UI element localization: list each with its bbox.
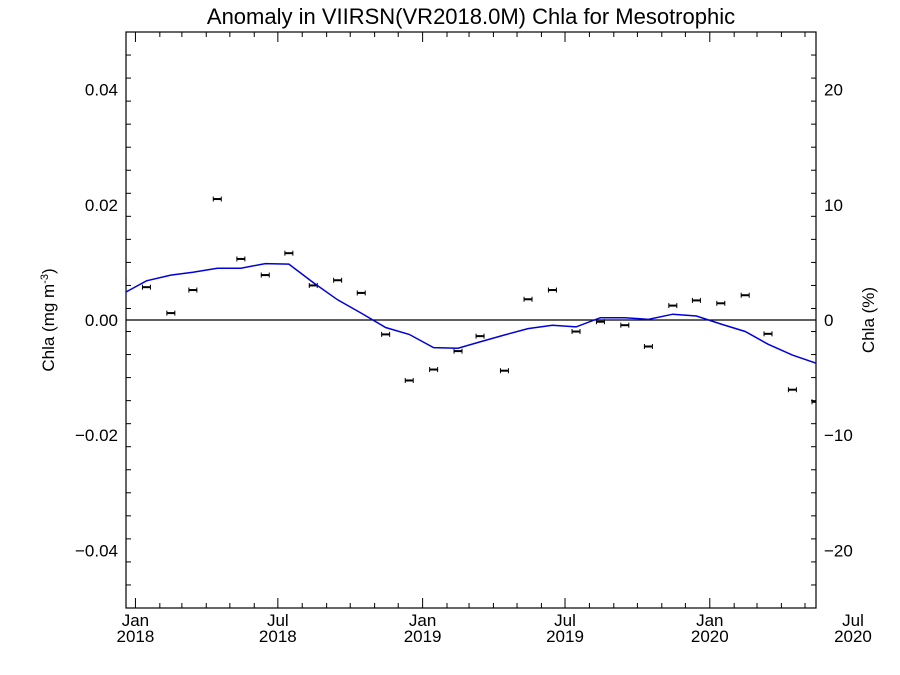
anomaly-point [740,292,750,298]
y-tick-label: 0.02 [85,196,118,215]
chart-title: Anomaly in VIIRSN(VR2018.0M) Chla for Me… [207,4,735,29]
x-tick-month-label: Jul [267,611,289,630]
y2-tick-label: 0 [824,311,833,330]
x-tick-month-label: Jan [122,611,149,630]
anomaly-point [126,277,127,283]
y-axis-title: Chla (mg m-3) [39,268,58,371]
anomaly-point [260,272,270,278]
smoothed-anomaly-line [126,262,816,364]
x-tick-month-label: Jul [554,611,576,630]
y-axis-title-superscript: -3 [39,274,51,284]
anomaly-point [836,392,844,397]
anomaly-point [620,322,630,328]
y2-tick-label: 10 [824,196,843,215]
anomaly-point [284,250,294,256]
y2-tick-label: −10 [824,426,853,445]
y-tick-label: 0.04 [85,81,118,100]
anomaly-point [236,256,246,262]
anomaly-point [404,377,414,383]
anomaly-point [811,399,816,405]
anomaly-point [499,368,509,374]
anomaly-point [212,196,222,202]
anomaly-point [475,333,485,339]
anomaly-point [356,290,366,296]
anomaly-point [333,277,343,283]
anomaly-point [860,372,868,377]
plot-frame [125,31,817,609]
anomaly-point [141,284,151,290]
anomaly-point [643,343,653,349]
y2-axis-title: Chla (%) [859,287,878,353]
anomaly-point [523,296,533,302]
y-tick-label: −0.02 [75,426,118,445]
anomaly-point [691,297,701,303]
plot-area: 0.040.020.00−0.02−0.0420100−10−20Jan2018… [75,31,892,646]
anomaly-point [787,387,797,393]
x-tick-year-label: 2018 [259,627,297,646]
anomaly-point [716,300,726,306]
anomaly-point [166,310,176,316]
x-tick-month-label: Jul [842,611,864,630]
anomaly-point [429,367,439,373]
anomaly-point [884,350,892,355]
anomaly-point [595,319,605,325]
y2-tick-label: 20 [824,81,843,100]
anomaly-point [188,287,198,293]
anomaly-point [668,303,678,309]
y-axis-title-main: Chla (mg m [39,284,58,372]
anomaly-point [763,331,773,337]
y-tick-label: −0.04 [75,541,118,560]
x-tick-year-label: 2020 [691,627,729,646]
x-tick-year-label: 2020 [834,627,872,646]
x-tick-year-label: 2019 [404,627,442,646]
anomaly-point [381,331,391,337]
y-axis-title-suffix: ) [39,268,58,274]
x-tick-month-label: Jan [696,611,723,630]
anomaly-point [547,287,557,293]
x-tick-year-label: 2018 [117,627,155,646]
anomaly-point [571,329,581,335]
x-tick-year-label: 2019 [546,627,584,646]
x-tick-month-label: Jan [409,611,436,630]
y2-tick-label: −20 [824,541,853,560]
anomaly-point [453,348,463,354]
y-tick-label: 0.00 [85,311,118,330]
